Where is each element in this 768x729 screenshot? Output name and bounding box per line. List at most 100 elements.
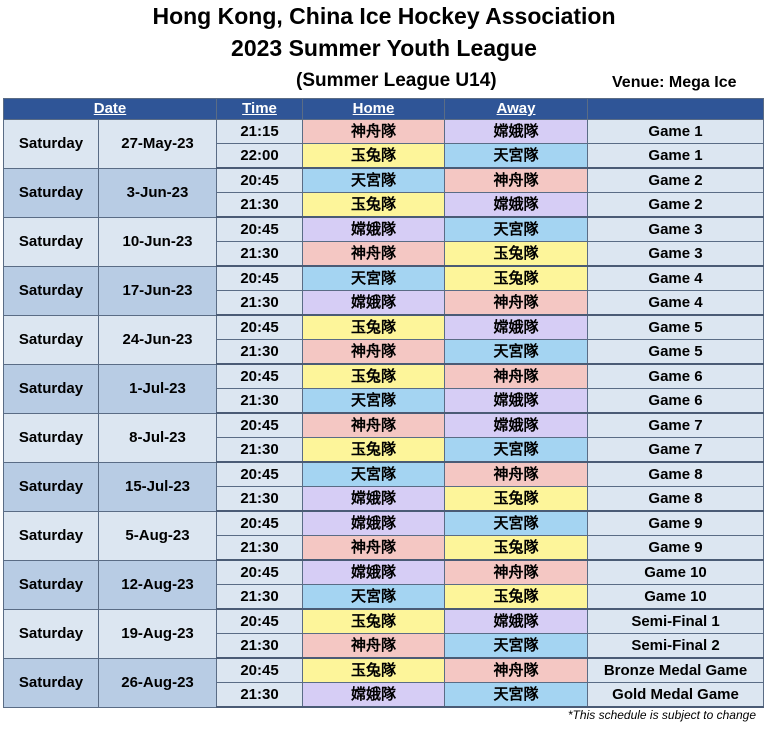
date-cell: 26-Aug-23 [97, 657, 218, 708]
date-cell: 17-Jun-23 [97, 265, 218, 316]
time-cell: 20:45 [216, 608, 304, 634]
home-team-cell: 神舟隊 [302, 339, 446, 365]
home-team-cell: 玉兔隊 [302, 143, 446, 169]
time-cell: 21:30 [216, 535, 304, 561]
away-team-cell: 神舟隊 [444, 167, 589, 193]
day-cell: Saturday [3, 314, 99, 365]
time-cell: 21:30 [216, 486, 304, 512]
away-team-cell: 天宮隊 [444, 510, 589, 536]
date-cell: 10-Jun-23 [97, 216, 218, 267]
time-cell: 20:45 [216, 412, 304, 438]
home-team-cell: 嫦娥隊 [302, 216, 446, 242]
home-team-cell: 玉兔隊 [302, 192, 446, 218]
home-team-cell: 玉兔隊 [302, 608, 446, 634]
time-cell: 20:45 [216, 314, 304, 340]
time-cell: 21:15 [216, 119, 304, 144]
away-team-cell: 玉兔隊 [444, 265, 589, 291]
date-cell: 5-Aug-23 [97, 510, 218, 561]
away-team-cell: 嫦娥隊 [444, 608, 589, 634]
game-label-cell: Game 8 [587, 486, 765, 512]
time-cell: 20:45 [216, 559, 304, 585]
title-line-1: Hong Kong, China Ice Hockey Association [152, 3, 616, 29]
day-cell: Saturday [3, 167, 99, 218]
away-team-cell: 天宮隊 [444, 339, 589, 365]
away-team-cell: 玉兔隊 [444, 486, 589, 512]
home-team-cell: 神舟隊 [302, 633, 446, 659]
away-team-cell: 天宮隊 [444, 437, 589, 463]
game-label-cell: Bronze Medal Game [587, 657, 765, 683]
table-row: Saturday 5-Aug-23 20:45 嫦娥隊 天宮隊 Game 9 [3, 510, 765, 561]
table-row: 21:30 神舟隊 玉兔隊 Game 9 [4, 535, 765, 561]
time-cell: 21:30 [216, 339, 304, 365]
home-team-cell: 天宮隊 [302, 584, 446, 610]
game-label-cell: Game 7 [587, 412, 765, 438]
time-cell: 21:30 [216, 388, 304, 414]
table-row: Saturday 19-Aug-23 20:45 玉兔隊 嫦娥隊 Semi-Final 1 [3, 608, 765, 659]
away-team-cell: 玉兔隊 [444, 584, 589, 610]
game-label-cell: Game 9 [587, 535, 765, 561]
home-team-cell: 嫦娥隊 [302, 682, 446, 708]
date-cell: 1-Jul-23 [97, 363, 218, 414]
table-row: Saturday 27-May-23 21:15 神舟隊 嫦娥隊 Game 1 [3, 119, 765, 169]
away-team-cell: 玉兔隊 [444, 535, 589, 561]
time-cell: 21:30 [216, 437, 304, 463]
away-team-cell: 嫦娥隊 [444, 192, 589, 218]
col-header-date: Date [2, 98, 218, 120]
table-row: Saturday 15-Jul-23 20:45 天宮隊 神舟隊 Game 8 [3, 461, 765, 512]
game-label-cell: Gold Medal Game [587, 682, 765, 708]
away-team-cell: 嫦娥隊 [444, 119, 589, 144]
table-row: 21:30 神舟隊 天宮隊 Game 5 [4, 339, 765, 365]
time-cell: 22:00 [216, 143, 304, 169]
table-row: 22:00 玉兔隊 天宮隊 Game 1 [4, 143, 765, 169]
home-team-cell: 神舟隊 [302, 241, 446, 267]
date-cell: 15-Jul-23 [97, 461, 218, 512]
time-cell: 21:30 [216, 682, 304, 708]
col-header-game [587, 98, 765, 120]
game-label-cell: Game 4 [587, 265, 765, 291]
title-line-2: 2023 Summer Youth League [231, 35, 537, 61]
home-team-cell: 神舟隊 [302, 535, 446, 561]
col-header-away: Away [444, 98, 589, 120]
table-row: Saturday 3-Jun-23 20:45 天宮隊 神舟隊 Game 2 [3, 167, 765, 218]
footnote: *This schedule is subject to change [567, 708, 756, 722]
table-row: 21:30 神舟隊 玉兔隊 Game 3 [4, 241, 765, 267]
time-cell: 20:45 [216, 363, 304, 389]
day-cell: Saturday [3, 412, 99, 463]
away-team-cell: 天宮隊 [444, 216, 589, 242]
table-row: 21:30 神舟隊 天宮隊 Semi-Final 2 [4, 633, 765, 659]
day-cell: Saturday [3, 657, 99, 708]
date-cell: 12-Aug-23 [97, 559, 218, 610]
home-team-cell: 天宮隊 [302, 167, 446, 193]
header-row: Date Time Home Away [2, 98, 765, 120]
away-team-cell: 嫦娥隊 [444, 412, 589, 438]
game-label-cell: Game 2 [587, 167, 765, 193]
table-row: 21:30 玉兔隊 嫦娥隊 Game 2 [4, 192, 765, 218]
away-team-cell: 天宮隊 [444, 682, 589, 708]
time-cell: 20:45 [216, 461, 304, 487]
day-cell: Saturday [3, 559, 99, 610]
game-label-cell: Game 1 [587, 143, 765, 169]
game-label-cell: Semi-Final 2 [587, 633, 765, 659]
home-team-cell: 嫦娥隊 [302, 559, 446, 585]
away-team-cell: 神舟隊 [444, 657, 589, 683]
home-team-cell: 玉兔隊 [302, 437, 446, 463]
table-row: Saturday 24-Jun-23 20:45 玉兔隊 嫦娥隊 Game 5 [3, 314, 765, 365]
day-cell: Saturday [3, 119, 99, 169]
table-row: 21:30 嫦娥隊 神舟隊 Game 4 [4, 290, 765, 316]
time-cell: 20:45 [216, 216, 304, 242]
away-team-cell: 玉兔隊 [444, 241, 589, 267]
home-team-cell: 天宮隊 [302, 388, 446, 414]
day-cell: Saturday [3, 510, 99, 561]
game-label-cell: Game 6 [587, 363, 765, 389]
home-team-cell: 天宮隊 [302, 461, 446, 487]
time-cell: 21:30 [216, 584, 304, 610]
league-subtitle: (Summer League U14) [296, 70, 497, 91]
time-cell: 20:45 [216, 167, 304, 193]
away-team-cell: 嫦娥隊 [444, 314, 589, 340]
home-team-cell: 玉兔隊 [302, 363, 446, 389]
table-row: 21:30 玉兔隊 天宮隊 Game 7 [4, 437, 765, 463]
table-row: Saturday 1-Jul-23 20:45 玉兔隊 神舟隊 Game 6 [3, 363, 765, 414]
game-label-cell: Game 7 [587, 437, 765, 463]
away-team-cell: 天宮隊 [444, 143, 589, 169]
table-row: Saturday 17-Jun-23 20:45 天宮隊 玉兔隊 Game 4 [3, 265, 765, 316]
